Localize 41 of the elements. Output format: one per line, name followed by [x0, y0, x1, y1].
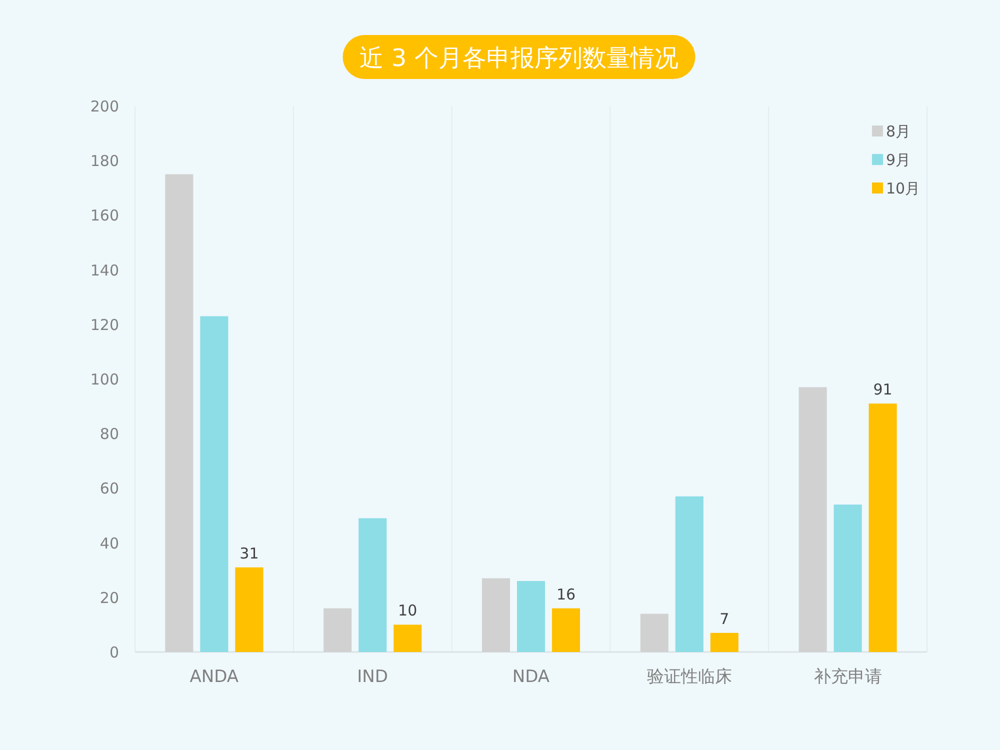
bar — [482, 578, 510, 652]
title: 近 3 个月各申报序列数量情况 — [342, 35, 696, 79]
data-label: 10 — [398, 602, 418, 620]
y-tick-label: 160 — [90, 206, 119, 225]
bar — [235, 567, 264, 652]
data-label: 7 — [720, 610, 730, 628]
y-tick-label: 0 — [109, 644, 119, 662]
bar — [552, 608, 580, 652]
legend-label: 8月 — [886, 122, 911, 140]
y-tick-label: 140 — [90, 261, 119, 280]
bar — [165, 174, 194, 652]
x-tick-label: NDA — [512, 667, 550, 687]
data-label: 16 — [556, 585, 576, 604]
y-tick-label: 180 — [90, 152, 119, 170]
bar — [868, 404, 897, 652]
bar — [516, 581, 546, 652]
x-tick-label: IND — [357, 667, 388, 687]
x-tick-label: 补充申请 — [814, 667, 882, 687]
data-label: 91 — [873, 380, 892, 399]
bar — [200, 316, 228, 652]
data-label: 31 — [240, 544, 259, 562]
bar — [675, 496, 704, 652]
y-tick-label: 20 — [100, 588, 119, 607]
bar — [394, 624, 422, 652]
bar — [640, 614, 668, 652]
y-tick-label: 100 — [90, 370, 119, 388]
x-tick-label: 验证性临床 — [646, 667, 732, 687]
bar — [324, 608, 352, 652]
legend-label: 9月 — [886, 151, 911, 169]
y-tick-label: 60 — [100, 480, 119, 498]
bar — [710, 632, 738, 652]
bar — [358, 518, 387, 652]
chart-title: 近 3 个月各申报序列数量情况 — [360, 44, 678, 72]
x-tick-label: ANDA — [190, 667, 239, 687]
y-tick-label: 120 — [90, 316, 119, 334]
bar — [834, 504, 862, 652]
legend-label: 10月 — [886, 180, 920, 198]
y-tick-label: 200 — [90, 98, 119, 116]
bar — [798, 387, 827, 652]
y-tick-label: 80 — [100, 425, 119, 444]
y-tick-label: 40 — [100, 534, 119, 552]
